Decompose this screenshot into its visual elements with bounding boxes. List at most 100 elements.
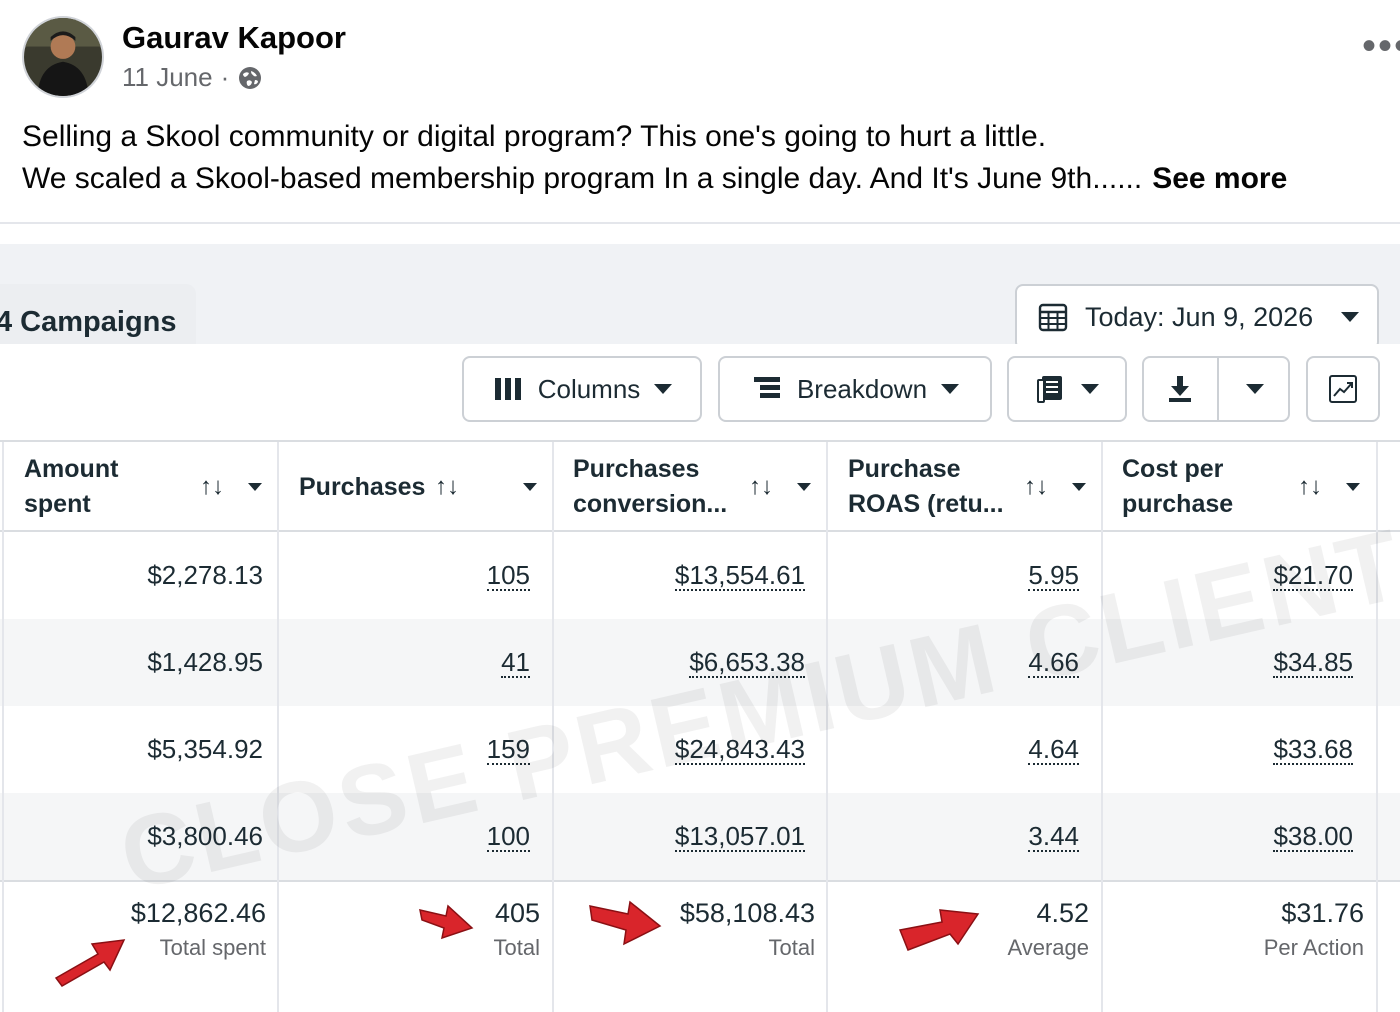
table-row[interactable]: $5,354.92 159 $24,843.43 4.64 $33.68 <box>0 706 1400 793</box>
purchases-cell[interactable]: 159 <box>280 706 530 793</box>
export-button[interactable] <box>1144 358 1216 420</box>
post-meta: 11 June · <box>122 62 263 93</box>
column-divider <box>552 442 554 1012</box>
table-row[interactable]: $1,428.95 41 $6,653.38 4.66 $34.85 <box>0 619 1400 706</box>
total-purchases: 405 Total <box>420 896 540 966</box>
column-divider <box>1376 442 1378 1012</box>
column-divider <box>2 442 4 1012</box>
total-value: $31.76 <box>1281 898 1364 928</box>
globe-icon[interactable] <box>237 65 263 91</box>
purchases-cell[interactable]: 105 <box>280 532 530 619</box>
total-label: Total <box>493 935 540 960</box>
table-row[interactable]: $2,278.13 105 $13,554.61 5.95 $21.70 <box>0 532 1400 619</box>
columns-icon <box>494 378 521 400</box>
sort-icon[interactable]: ↑↓ <box>435 473 459 500</box>
column-header-cost-per-purchase[interactable]: Cost per purchase ↑↓ <box>1122 442 1372 532</box>
chevron-down-icon[interactable] <box>523 483 537 491</box>
sort-icon[interactable]: ↑↓ <box>200 473 224 500</box>
cost-per-purchase-cell[interactable]: $38.00 <box>1104 793 1353 880</box>
amount-spent-cell: $2,278.13 <box>147 560 263 590</box>
cost-per-purchase-value: $34.85 <box>1273 646 1353 678</box>
post-body: Selling a Skool community or digital pro… <box>22 116 1287 200</box>
cost-per-purchase-cell[interactable]: $33.68 <box>1104 706 1353 793</box>
charts-button[interactable] <box>1306 356 1380 422</box>
chevron-down-icon <box>1341 312 1360 322</box>
reports-button[interactable] <box>1007 356 1127 422</box>
conversion-value: $13,057.01 <box>674 820 805 852</box>
date-range-label: Today: Jun 9, 2026 <box>1085 301 1314 332</box>
roas-cell[interactable]: 3.44 <box>830 793 1079 880</box>
post-text-line-1: Selling a Skool community or digital pro… <box>22 120 1047 153</box>
total-conversion-value: $58,108.43 Total <box>615 896 815 966</box>
red-arrow-icon <box>898 909 980 951</box>
divider <box>1217 358 1219 420</box>
total-label: Average <box>1007 935 1089 960</box>
export-options-button[interactable] <box>1219 358 1291 420</box>
cost-per-purchase-cell[interactable]: $21.70 <box>1104 532 1353 619</box>
conversion-value-cell[interactable]: $13,057.01 <box>555 793 805 880</box>
table-header: Amount spent ↑↓ Purchases ↑↓ Purchases c… <box>0 442 1400 532</box>
roas-value: 3.44 <box>1028 820 1079 852</box>
column-header-conversion-value[interactable]: Purchases conversion... ↑↓ <box>573 442 823 532</box>
total-label: Total <box>768 935 815 960</box>
facebook-post-header: Gaurav Kapoor 11 June · ••• Selling a Sk… <box>0 0 1400 224</box>
roas-value: 4.64 <box>1028 733 1079 765</box>
table-row[interactable]: $3,800.46 100 $13,057.01 3.44 $38.00 <box>0 793 1400 880</box>
column-header-amount-spent[interactable]: Amount spent ↑↓ <box>24 442 274 532</box>
roas-cell[interactable]: 5.95 <box>830 532 1079 619</box>
column-header-label: Cost per purchase <box>1122 455 1234 518</box>
purchases-cell[interactable]: 41 <box>280 619 530 706</box>
breakdown-button-label: Breakdown <box>796 373 928 404</box>
ads-manager-screenshot: 4 Campaigns Today: Jun 9, 2026 Columns <box>0 226 1400 1012</box>
totals-row: $12,862.46 Total spent 405 Total $58,108… <box>0 880 1400 1012</box>
sort-icon[interactable]: ↑↓ <box>1024 473 1048 500</box>
red-arrow-icon <box>419 904 474 940</box>
breakdown-button[interactable]: Breakdown <box>718 356 992 422</box>
sort-icon[interactable]: ↑↓ <box>749 473 773 500</box>
chevron-down-icon <box>1246 384 1264 394</box>
column-header-label: Purchase ROAS (retu... <box>848 455 1004 518</box>
columns-button-label: Columns <box>537 373 641 404</box>
columns-button[interactable]: Columns <box>462 356 702 422</box>
roas-value: 4.66 <box>1028 646 1079 678</box>
total-label: Per Action <box>1263 935 1364 960</box>
post-text-line-2: We scaled a Skool-based membership progr… <box>22 158 1287 200</box>
chevron-down-icon <box>1081 384 1099 394</box>
conversion-value: $6,653.38 <box>689 646 805 678</box>
conversion-value-cell[interactable]: $13,554.61 <box>555 532 805 619</box>
chevron-down-icon[interactable] <box>1072 483 1086 491</box>
download-icon <box>1169 376 1191 402</box>
purchases-cell[interactable]: 100 <box>280 793 530 880</box>
ads-top-strip <box>0 226 1400 244</box>
red-arrow-icon <box>54 939 126 987</box>
chevron-down-icon[interactable] <box>1346 483 1360 491</box>
campaigns-tab-label: 4 Campaigns <box>0 305 177 338</box>
column-header-roas[interactable]: Purchase ROAS (retu... ↑↓ <box>848 442 1098 532</box>
amount-spent-cell: $1,428.95 <box>147 647 263 677</box>
cost-per-purchase-value: $21.70 <box>1273 559 1353 591</box>
conversion-value: $24,843.43 <box>674 733 805 765</box>
chevron-down-icon[interactable] <box>248 483 262 491</box>
column-header-label: Amount spent <box>24 455 119 518</box>
author-name[interactable]: Gaurav Kapoor <box>122 20 346 55</box>
more-horizontal-icon[interactable]: ••• <box>1361 24 1400 68</box>
roas-cell[interactable]: 4.66 <box>830 619 1079 706</box>
chevron-down-icon[interactable] <box>797 483 811 491</box>
conversion-value-cell[interactable]: $6,653.38 <box>555 619 805 706</box>
total-label: Total spent <box>159 935 266 960</box>
roas-cell[interactable]: 4.64 <box>830 706 1079 793</box>
total-value: $12,862.46 <box>130 898 266 928</box>
purchases-value: 105 <box>486 559 530 591</box>
see-more-link[interactable]: See more <box>1152 162 1288 195</box>
author-avatar[interactable] <box>22 16 104 98</box>
sort-icon[interactable]: ↑↓ <box>1298 473 1322 500</box>
trend-chart-icon <box>1329 375 1357 403</box>
column-divider <box>1101 442 1103 1012</box>
conversion-value-cell[interactable]: $24,843.43 <box>555 706 805 793</box>
total-cost-per-purchase: $31.76 Per Action <box>1210 896 1364 966</box>
cost-per-purchase-cell[interactable]: $34.85 <box>1104 619 1353 706</box>
column-header-purchases[interactable]: Purchases ↑↓ <box>299 442 549 532</box>
date-range-picker[interactable]: Today: Jun 9, 2026 <box>1015 284 1379 350</box>
post-date[interactable]: 11 June <box>122 62 213 92</box>
purchases-value: 41 <box>501 646 530 678</box>
